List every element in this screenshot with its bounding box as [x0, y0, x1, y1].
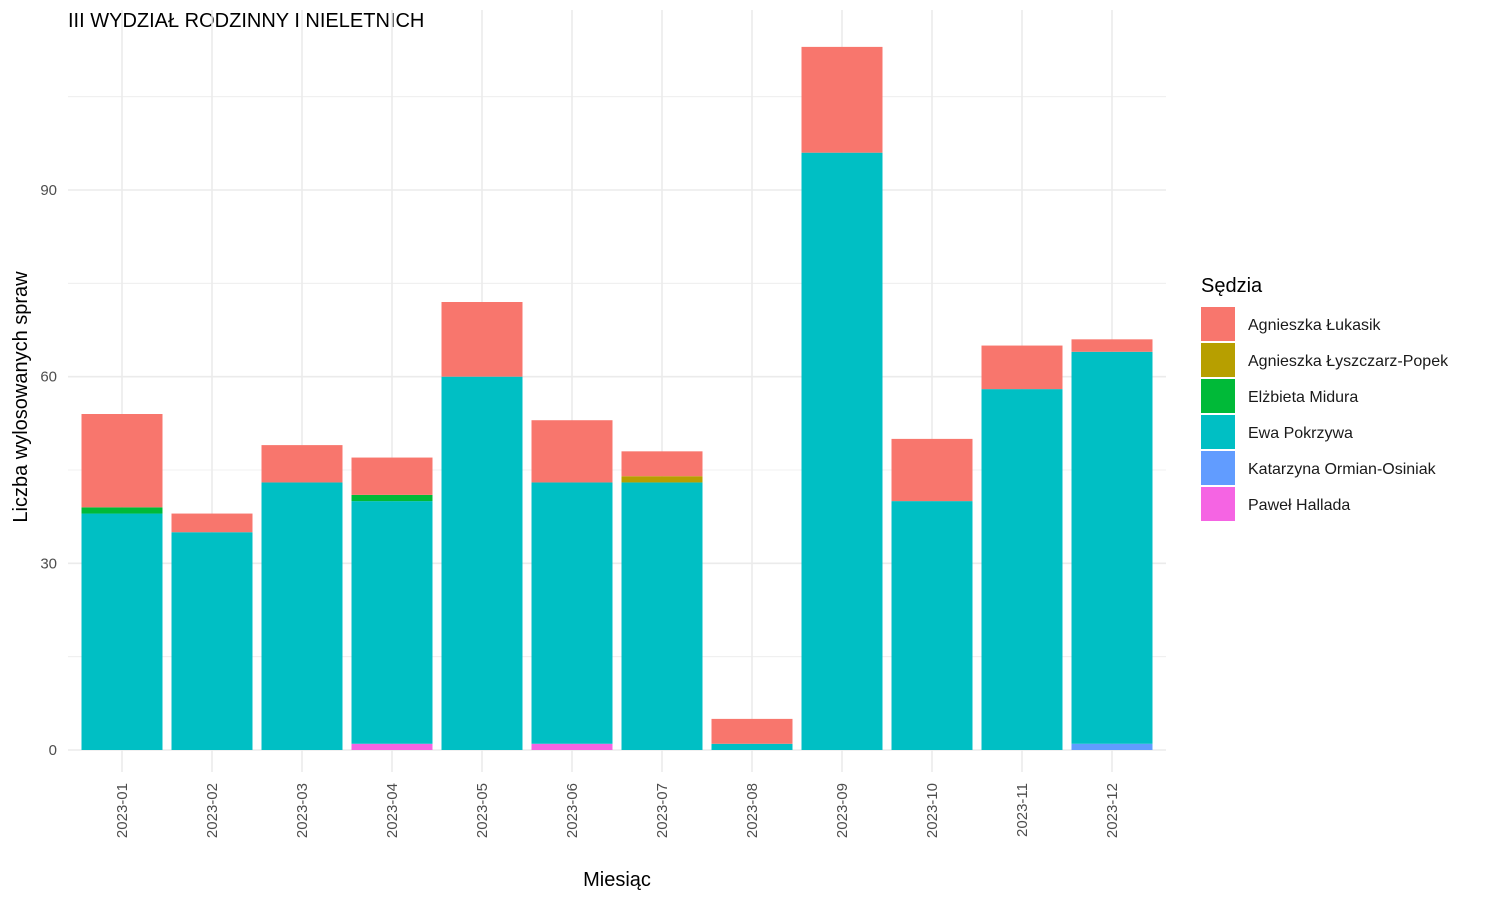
chart-title: III WYDZIAŁ RODZINNY I NIELETNICH [68, 10, 424, 32]
bar-segment-ewa-pokrzywa [441, 376, 523, 750]
bar-segment-ewa-pokrzywa [1071, 351, 1153, 744]
legend-label: Agnieszka Łukasik [1248, 317, 1382, 334]
bar-segment-elzbieta-midura [351, 494, 433, 502]
y-tick-label: 90 [40, 182, 57, 199]
bar-segment-agnieszka-lyszczarz-popek [621, 476, 703, 483]
bar-segment-ewa-pokrzywa [891, 501, 973, 750]
x-tick-label: 2023-03 [294, 783, 311, 838]
bar-segment-ewa-pokrzywa [981, 389, 1063, 750]
bar-segment-agnieszka-lukasik [891, 438, 973, 502]
y-tick-label: 0 [49, 742, 57, 759]
legend-swatch [1201, 343, 1235, 377]
bar-segment-agnieszka-lukasik [801, 46, 883, 153]
legend-swatch [1201, 379, 1235, 413]
bar-segment-agnieszka-lukasik [621, 451, 703, 477]
legend-swatch [1201, 415, 1235, 449]
bar-segment-ewa-pokrzywa [531, 482, 613, 744]
bar-segment-katarzyna-ormian-osiniak [1071, 743, 1153, 750]
legend-label: Ewa Pokrzywa [1248, 425, 1353, 442]
bar-segment-ewa-pokrzywa [81, 513, 163, 750]
x-tick-label: 2023-07 [654, 783, 671, 838]
y-tick-label: 60 [40, 369, 57, 386]
bar-segment-agnieszka-lukasik [351, 457, 433, 495]
bar-segment-agnieszka-lukasik [261, 445, 343, 483]
bar-segment-ewa-pokrzywa [621, 482, 703, 750]
bar-segment-ewa-pokrzywa [171, 532, 253, 750]
bar-segment-agnieszka-lukasik [711, 718, 793, 744]
x-tick-label: 2023-12 [1104, 783, 1121, 838]
bar-segment-pawel-hallada [531, 743, 613, 750]
y-axis-title: Liczba wylosowanych spraw [10, 271, 32, 523]
bar-segment-pawel-hallada [351, 743, 433, 750]
bar-segment-agnieszka-lukasik [981, 345, 1063, 390]
legend-label: Paweł Hallada [1248, 497, 1350, 514]
bar-segment-agnieszka-lukasik [531, 420, 613, 483]
x-tick-label: 2023-09 [834, 783, 851, 838]
y-tick-label: 30 [40, 555, 57, 572]
bar-segment-ewa-pokrzywa [711, 743, 793, 750]
x-axis-ticks: 2023-01 2023-02 2023-03 2023-04 2023-05 2023-… [114, 783, 1121, 838]
legend-label: Katarzyna Ormian-Osiniak [1248, 461, 1437, 478]
bar-segment-ewa-pokrzywa [351, 501, 433, 744]
legend: Sędzia Agnieszka Łukasik Agnieszka Łyszcz… [1201, 275, 1449, 521]
x-tick-label: 2023-05 [474, 783, 491, 838]
legend-title: Sędzia [1201, 275, 1263, 297]
bar-segment-agnieszka-lukasik [171, 513, 253, 533]
x-tick-label: 2023-08 [744, 783, 761, 838]
bar-segment-agnieszka-lukasik [441, 302, 523, 377]
legend-swatch [1201, 451, 1235, 485]
legend-label: Elżbieta Midura [1248, 389, 1358, 406]
legend-swatch [1201, 307, 1235, 341]
x-tick-label: 2023-10 [924, 783, 941, 838]
x-tick-label: 2023-04 [384, 783, 401, 838]
bar-segment-ewa-pokrzywa [261, 482, 343, 750]
bar-segment-ewa-pokrzywa [801, 152, 883, 750]
bar-segment-agnieszka-lukasik [1071, 339, 1153, 352]
x-tick-label: 2023-06 [564, 783, 581, 838]
x-tick-label: 2023-11 [1014, 783, 1031, 837]
bar-segment-agnieszka-lukasik [81, 414, 163, 508]
x-tick-label: 2023-01 [114, 783, 131, 838]
x-tick-label: 2023-02 [204, 783, 221, 838]
bar-segment-elzbieta-midura [81, 507, 163, 514]
legend-label: Agnieszka Łyszczarz-Popek [1248, 353, 1449, 370]
x-axis-title: Miesiąc [583, 869, 651, 891]
legend-swatch [1201, 487, 1235, 521]
y-axis-ticks: 0 30 60 90 [40, 182, 57, 759]
bars [81, 46, 1153, 750]
